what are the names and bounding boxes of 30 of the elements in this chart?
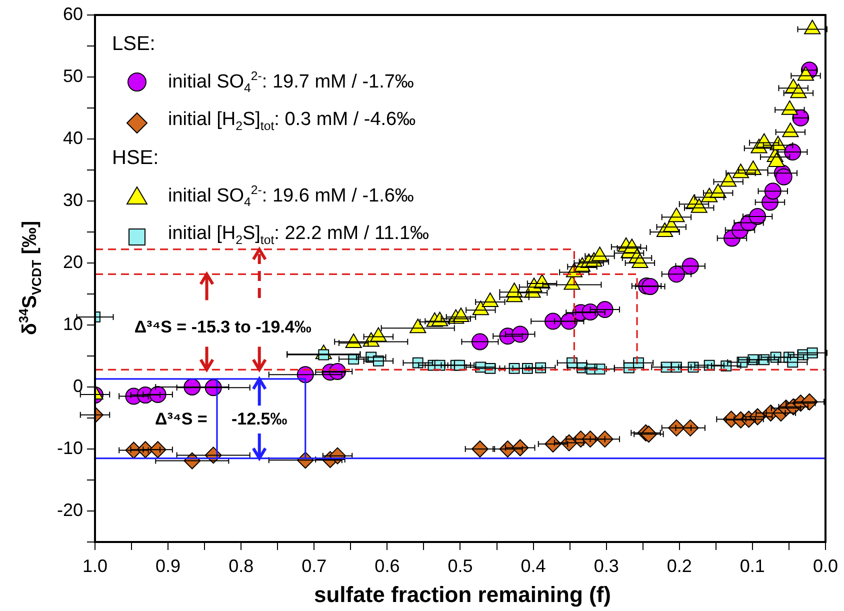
annotation: HSE: — [112, 146, 160, 171]
annotation: Δ³⁴S = -15.3 to -19.4‰ — [134, 318, 312, 337]
y-tick-label: -20 — [56, 500, 83, 520]
y-tick-label: 40 — [62, 128, 83, 148]
legend-label: initial SO$_{4}$$^{2-}$: 19.6 mM / -1.6‰ — [168, 182, 414, 212]
y-tick-label: 60 — [62, 4, 83, 24]
x-axis-title: sulfate fraction remaining (f) — [312, 582, 612, 608]
x-tick-label: 0.4 — [520, 556, 546, 576]
x-tick-label: 0.6 — [374, 556, 400, 576]
y-tick-label: 50 — [62, 66, 83, 86]
x-tick-label: 0.0 — [812, 556, 838, 576]
y-tick-label: -10 — [56, 438, 83, 458]
x-tick-label: 0.8 — [228, 556, 254, 576]
x-tick-label: 0.7 — [302, 556, 327, 576]
x-tick-label: 0.3 — [594, 556, 619, 576]
legend-label: initial SO$_{4}$$^{2-}$: 19.7 mM / -1.7‰ — [168, 68, 414, 98]
x-tick-label: 0.9 — [156, 556, 181, 576]
x-tick-label: 0.2 — [666, 556, 692, 576]
y-tick-label: 10 — [62, 314, 83, 334]
y-tick-label: 30 — [62, 190, 83, 210]
x-tick-label: 0.1 — [740, 556, 765, 576]
y-tick-label: 0 — [72, 376, 83, 396]
y-tick-label: 20 — [62, 252, 83, 272]
annotation: LSE: — [112, 32, 156, 57]
annotation: -12.5‰ — [231, 409, 288, 428]
legend-label: initial [H$_{2}$S]$_{tot}$: 0.3 mM / -4.6‰ — [168, 108, 416, 135]
x-tick-label: 1.0 — [82, 556, 108, 576]
legend-label: initial [H$_{2}$S]$_{tot}$: 22.2 mM / 11.1‰ — [168, 222, 430, 249]
annotation: Δ³⁴S = — [155, 409, 208, 428]
x-tick-label: 0.5 — [448, 556, 473, 576]
